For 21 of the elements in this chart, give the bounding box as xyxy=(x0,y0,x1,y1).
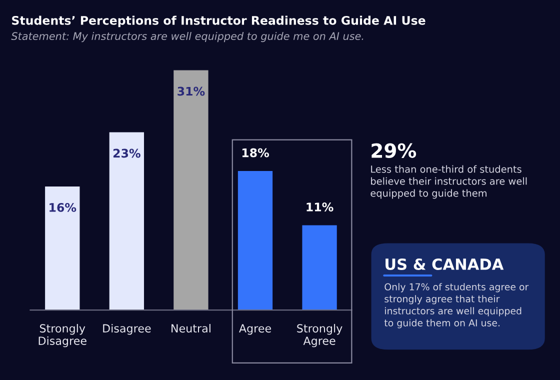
data-label: 16% xyxy=(50,203,76,212)
data-label: 31% xyxy=(178,86,205,96)
data-label: 11% xyxy=(306,202,334,212)
text: Less than one-third of students believe their instructors are well equipped to guide them xyxy=(370,165,527,199)
x-tick-label: Disagree xyxy=(103,324,151,335)
x-tick-label: Agree xyxy=(239,324,271,335)
bar xyxy=(172,70,209,310)
chart-title: Students’ Perceptions of Instructor Readiness to Guide AI Use xyxy=(12,16,426,28)
data-label: 23% xyxy=(113,148,140,158)
x-tick-label: Strongly Agree xyxy=(297,324,342,348)
chart-subtitle: Statement: My instructors are well equipped to guide me on AI use. xyxy=(11,32,364,42)
bar xyxy=(108,132,145,310)
x-tick-label: Strongly Disagree xyxy=(38,324,86,348)
bar xyxy=(302,224,338,310)
text: Only 17% of students agree or strongly agree that their instructors are well equipped to guide them on AI use. xyxy=(384,283,529,328)
data-label: 18% xyxy=(242,148,269,158)
x-tick-label: Neutral xyxy=(172,324,210,333)
text: 29% xyxy=(372,143,416,158)
bar xyxy=(44,186,80,310)
bar xyxy=(237,170,274,310)
text: US & CANADA xyxy=(386,258,504,270)
